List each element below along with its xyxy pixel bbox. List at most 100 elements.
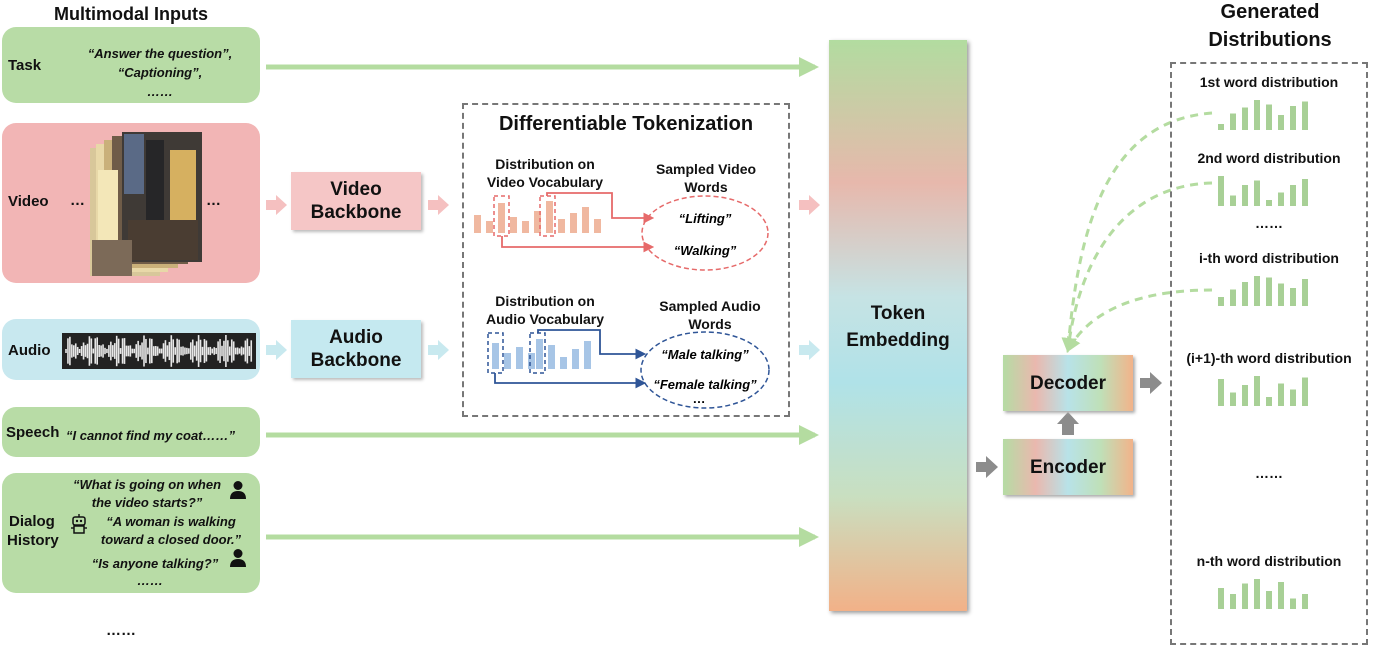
dialog-label-line2: History: [7, 532, 59, 549]
distribution-bar: [1278, 383, 1284, 406]
dialog-more: ……: [137, 573, 163, 588]
dialog-panel: [2, 473, 260, 593]
distribution-label: ……: [1255, 215, 1283, 231]
distribution-bar: [1302, 179, 1308, 206]
distribution-bar: [1230, 195, 1236, 206]
video-backbone-line2: Backbone: [310, 202, 402, 223]
audio-dist-label-line2: Audio Vocabulary: [486, 311, 604, 327]
distribution-bar: [1218, 379, 1224, 406]
outputs-box: [1170, 62, 1368, 645]
tokenization-box: [462, 103, 790, 417]
dialog-q2: “Is anyone talking?”: [91, 556, 219, 571]
distribution-bar: [1278, 582, 1284, 609]
video-backbone-to-token-arrow: [428, 195, 449, 215]
distribution-bar: [1242, 107, 1248, 130]
distribution-bar: [1242, 583, 1248, 609]
distribution-bar: [1230, 594, 1236, 609]
encoder-label: Encoder: [1029, 457, 1107, 478]
distribution-bar: [1254, 180, 1260, 206]
distribution-bars: [1218, 176, 1308, 206]
token-embedding-box: [829, 40, 967, 611]
distribution-bar: [1290, 389, 1296, 406]
distribution-bar: [1302, 279, 1308, 306]
robot-icon: [71, 514, 87, 534]
audio-link-male: [537, 329, 647, 360]
audio-link-female: [494, 373, 647, 389]
user-icon: [230, 549, 246, 567]
audio-backbone-line1: Audio: [329, 327, 383, 348]
dialog-q1-line1: “What is going on when: [72, 477, 222, 492]
video-label: Video: [8, 193, 49, 210]
distribution-bar: [1242, 385, 1248, 406]
video-words-ellipse: [641, 195, 769, 271]
distribution-bar: [1266, 277, 1272, 306]
audio-words-ellipse: [640, 331, 770, 409]
feedback-curve-3: [1066, 288, 1213, 353]
video-backbone-line1: Video: [330, 179, 382, 200]
distribution-bar: [1266, 104, 1272, 130]
dialog-a1-line1: “A woman is walking: [106, 514, 236, 529]
audio-backbone-box: Audio Backbone: [291, 320, 421, 378]
task-label: Task: [8, 57, 42, 74]
distribution-label: ……: [1255, 465, 1283, 481]
distribution-bars: [1218, 100, 1308, 130]
speech-panel: [2, 407, 260, 457]
video-ellipsis-right: …: [206, 192, 221, 209]
distribution-bar: [1266, 591, 1272, 609]
audio-sampled-label-line1: Sampled Audio: [659, 298, 761, 314]
video-vocab-bars: [474, 201, 601, 233]
distribution-bars: [1218, 276, 1308, 306]
video-frames-image: [90, 132, 202, 276]
feedback-curve-2: [1061, 181, 1213, 353]
video-dist-label-line2: Video Vocabulary: [486, 174, 604, 190]
audio-label: Audio: [8, 342, 51, 359]
audio-vocab-bars: [492, 339, 591, 369]
task-line-3: ……: [147, 84, 173, 99]
video-link-walking: [501, 236, 655, 253]
audio-dist-label-line1: Distribution on: [495, 293, 595, 309]
audio-backbone-to-token-arrow: [428, 340, 449, 360]
audio-word-male: “Male talking”: [661, 347, 749, 362]
token-embedding-line2: Embedding: [846, 330, 950, 351]
audio-tokens-to-embedding-arrow: [799, 340, 820, 360]
video-word-walking: “Walking”: [674, 243, 737, 258]
encoder-to-decoder-arrow: [1057, 412, 1079, 435]
video-dist-label-line1: Distribution on: [495, 156, 595, 172]
distribution-bar: [1278, 115, 1284, 130]
distribution-bar: [1254, 579, 1260, 609]
video-ellipsis-left: …: [70, 192, 85, 209]
distribution-bar: [1302, 594, 1308, 609]
distribution-bar: [1290, 598, 1296, 609]
distribution-bars: [1218, 579, 1308, 609]
video-sampled-label-line1: Sampled Video: [655, 161, 757, 177]
outputs-header-line2: Distributions: [1208, 29, 1332, 51]
video-backbone-box: Video Backbone: [291, 172, 421, 230]
distribution-label: i-th word distribution: [1199, 250, 1339, 266]
speech-text: “I cannot find my coat……”: [66, 428, 236, 443]
outputs-header-line1: Generated: [1220, 1, 1320, 23]
distribution-bar: [1254, 276, 1260, 306]
audio-sampled-label-line2: Words: [688, 316, 732, 332]
distribution-bar: [1218, 297, 1224, 306]
distribution-label: 1st word distribution: [1199, 74, 1339, 90]
distribution-bar: [1254, 376, 1260, 406]
video-link-lifting: [546, 192, 655, 224]
distribution-bar: [1290, 185, 1296, 206]
distribution-bar: [1302, 101, 1308, 130]
tokenization-title: Differentiable Tokenization: [498, 113, 754, 135]
feedback-curve-1: [1061, 111, 1213, 353]
distribution-bar: [1278, 283, 1284, 306]
audio-waveform-image: [62, 333, 256, 369]
tokenization-diagram: “Lifting” “Walking” “Male talking” “Fema…: [474, 192, 770, 409]
speech-label: Speech: [6, 424, 60, 441]
distribution-bar: [1230, 392, 1236, 406]
video-word-lifting: “Lifting”: [679, 211, 732, 226]
distribution-bar: [1254, 100, 1260, 130]
video-sampled-label-line2: Words: [684, 179, 728, 195]
user-icon: [230, 481, 246, 499]
distribution-bar: [1290, 288, 1296, 306]
distribution-bar: [1218, 588, 1224, 609]
inputs-header: Multimodal Inputs: [54, 4, 208, 24]
task-line-2: “Captioning”,: [117, 65, 203, 80]
